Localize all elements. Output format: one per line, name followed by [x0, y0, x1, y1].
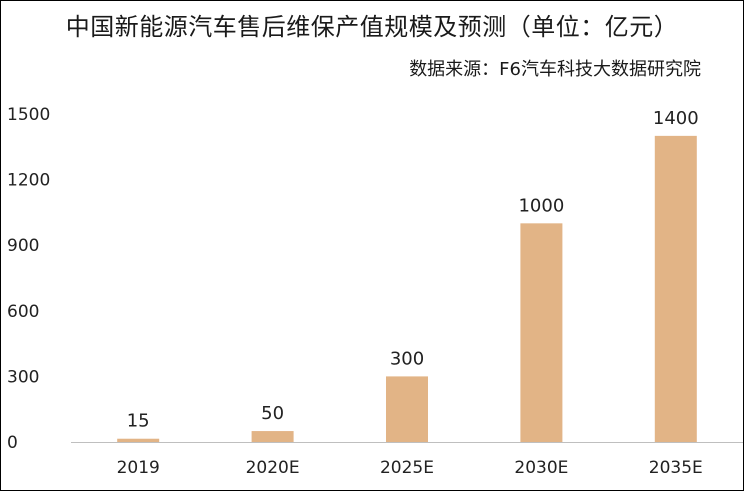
x-tick-label: 2030E [514, 458, 568, 478]
x-tick-label: 2019 [117, 458, 160, 478]
x-axis: 2019 2020E 2025E 2030E 2035E [117, 458, 703, 478]
bar-2030E [520, 223, 563, 442]
bar-2025E [386, 376, 428, 442]
data-label-2025E: 300 [390, 348, 424, 369]
y-tick-label: 300 [7, 367, 39, 387]
y-tick-label: 1200 [7, 171, 50, 191]
y-tick-label: 1500 [7, 105, 50, 125]
x-tick-label: 2025E [380, 458, 434, 478]
x-tick-label: 2035E [649, 458, 703, 478]
x-tick-label: 2020E [246, 458, 300, 478]
bar-2019 [117, 438, 160, 442]
chart-title: 中国新能源汽车售后维保产值规模及预测（单位：亿元） [65, 13, 679, 41]
bar-2035E [654, 135, 697, 442]
data-labels: 15 50 300 1000 1400 [127, 108, 699, 432]
y-tick-label: 600 [7, 302, 39, 322]
data-label-2020E: 50 [261, 403, 284, 424]
y-tick-label: 900 [7, 236, 39, 256]
y-axis: 0 300 600 900 1200 1500 [7, 105, 50, 453]
y-tick-label: 0 [7, 433, 18, 453]
data-label-2035E: 1400 [653, 108, 699, 129]
data-source: 数据来源：F6汽车科技大数据研究院 [409, 59, 701, 80]
bar-2020E [251, 431, 294, 442]
data-label-2019: 15 [127, 411, 150, 432]
data-label-2030E: 1000 [518, 195, 564, 216]
bars [117, 135, 697, 442]
